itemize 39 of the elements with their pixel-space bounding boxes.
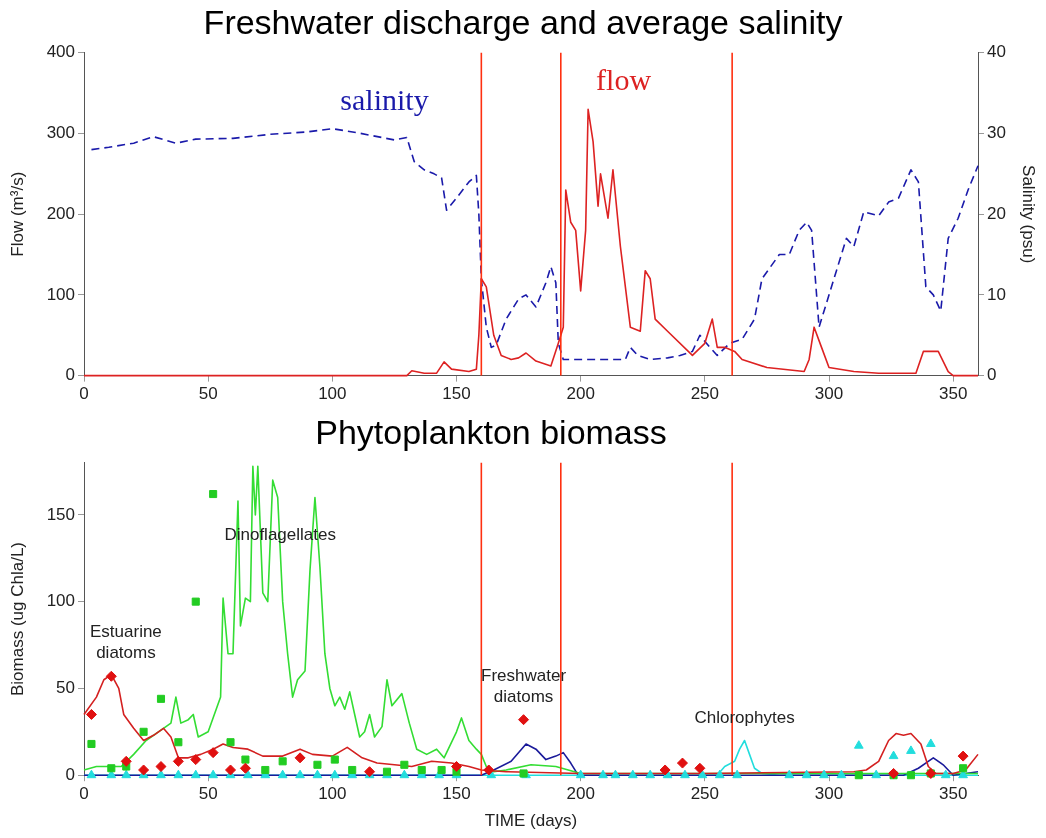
y-tick-label: 150 [46,504,75,524]
y2-tick-label: 20 [987,203,1006,223]
x-tick-label: 200 [566,784,595,804]
series-label: salinity [340,82,429,116]
x-tick-label: 150 [442,384,471,404]
chart-title: Freshwater discharge and average salinity [203,2,843,41]
x-tick-label: 50 [198,784,218,804]
y2-tick-label: 0 [987,365,997,385]
x-tick-label: 250 [690,784,720,804]
y2-tick-label: 10 [987,284,1006,304]
y-tick-label: 400 [46,42,75,62]
x-tick-label: 350 [938,384,968,404]
series-label: flow [596,63,652,97]
chart-title: Phytoplankton biomass [315,412,667,451]
y2-tick-label: 40 [987,42,1006,62]
x-tick-label: 50 [198,384,218,404]
x-tick-label: 0 [79,784,89,804]
y-tick-label: 100 [46,591,75,611]
y-tick-label: 0 [65,365,75,385]
y2-tick-label: 30 [987,123,1006,143]
y-axis-title: Biomass (ug Chla/L) [7,541,27,697]
annotation: Estuarine diatoms [90,622,162,663]
y2-axis-title: Salinity (psu) [1019,165,1039,264]
x-tick-label: 100 [318,384,347,404]
y-tick-label: 0 [65,764,75,784]
x-tick-label: 250 [690,384,720,404]
x-tick-label: 100 [318,784,347,804]
y-tick-label: 200 [46,203,75,223]
x-tick-label: 0 [79,384,89,404]
x-tick-label: 150 [442,784,471,804]
x-axis-title: TIME (days) [484,811,578,831]
y-tick-label: 300 [46,123,75,143]
y-axis-title: Flow (m³/s) [7,171,27,257]
x-tick-label: 350 [938,784,968,804]
y-tick-label: 100 [46,284,75,304]
y-tick-label: 50 [56,678,75,698]
x-tick-label: 200 [566,384,595,404]
x-tick-label: 300 [814,384,844,404]
x-tick-label: 300 [814,784,844,804]
